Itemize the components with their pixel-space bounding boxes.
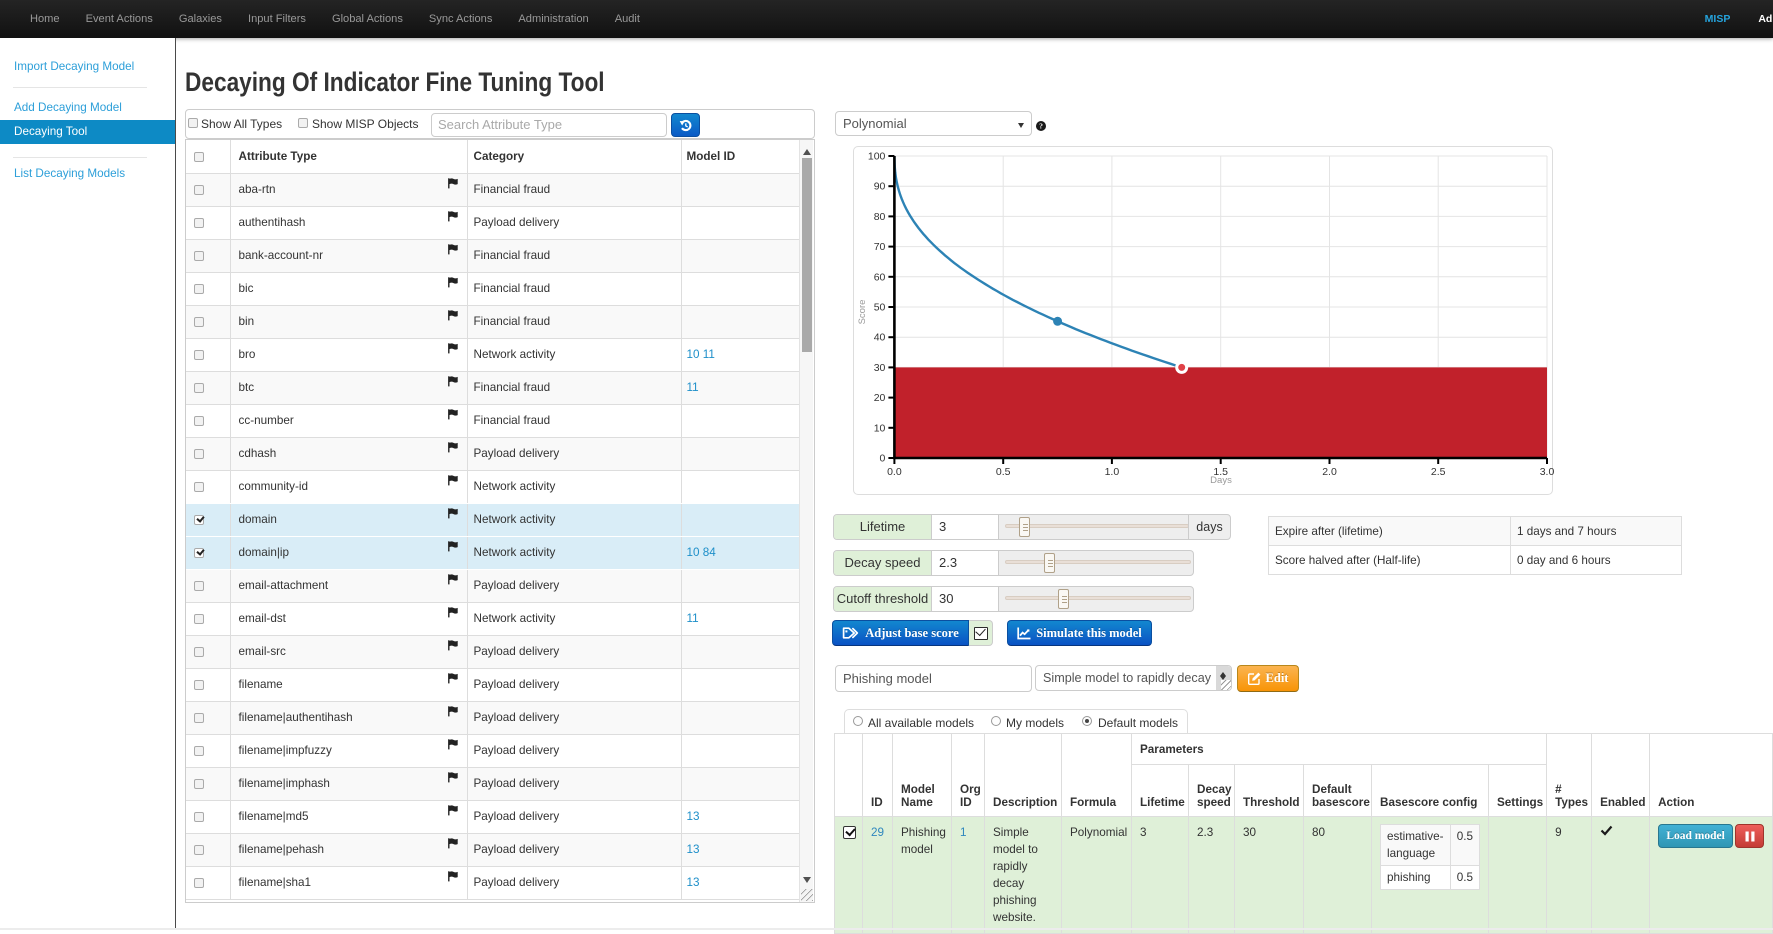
svg-text:90: 90 (874, 181, 886, 193)
svg-text:Days: Days (1210, 475, 1232, 486)
svg-text:70: 70 (874, 241, 886, 253)
svg-text:3.0: 3.0 (1540, 466, 1554, 478)
svg-text:60: 60 (874, 271, 886, 283)
svg-text:1.5: 1.5 (1213, 466, 1228, 478)
svg-text:100: 100 (868, 151, 886, 163)
svg-text:30: 30 (874, 362, 886, 374)
svg-text:0.5: 0.5 (996, 466, 1011, 478)
svg-text:2.5: 2.5 (1431, 466, 1446, 478)
svg-text:?: ? (1039, 121, 1043, 130)
svg-text:1.0: 1.0 (1105, 466, 1120, 478)
svg-text:Score: Score (857, 300, 868, 325)
svg-text:20: 20 (874, 392, 886, 404)
svg-text:80: 80 (874, 211, 886, 223)
svg-text:0.0: 0.0 (887, 466, 902, 478)
svg-text:50: 50 (874, 302, 886, 314)
svg-text:2.0: 2.0 (1322, 466, 1337, 478)
svg-text:0: 0 (880, 453, 886, 465)
svg-text:40: 40 (874, 332, 886, 344)
svg-text:10: 10 (874, 422, 886, 434)
